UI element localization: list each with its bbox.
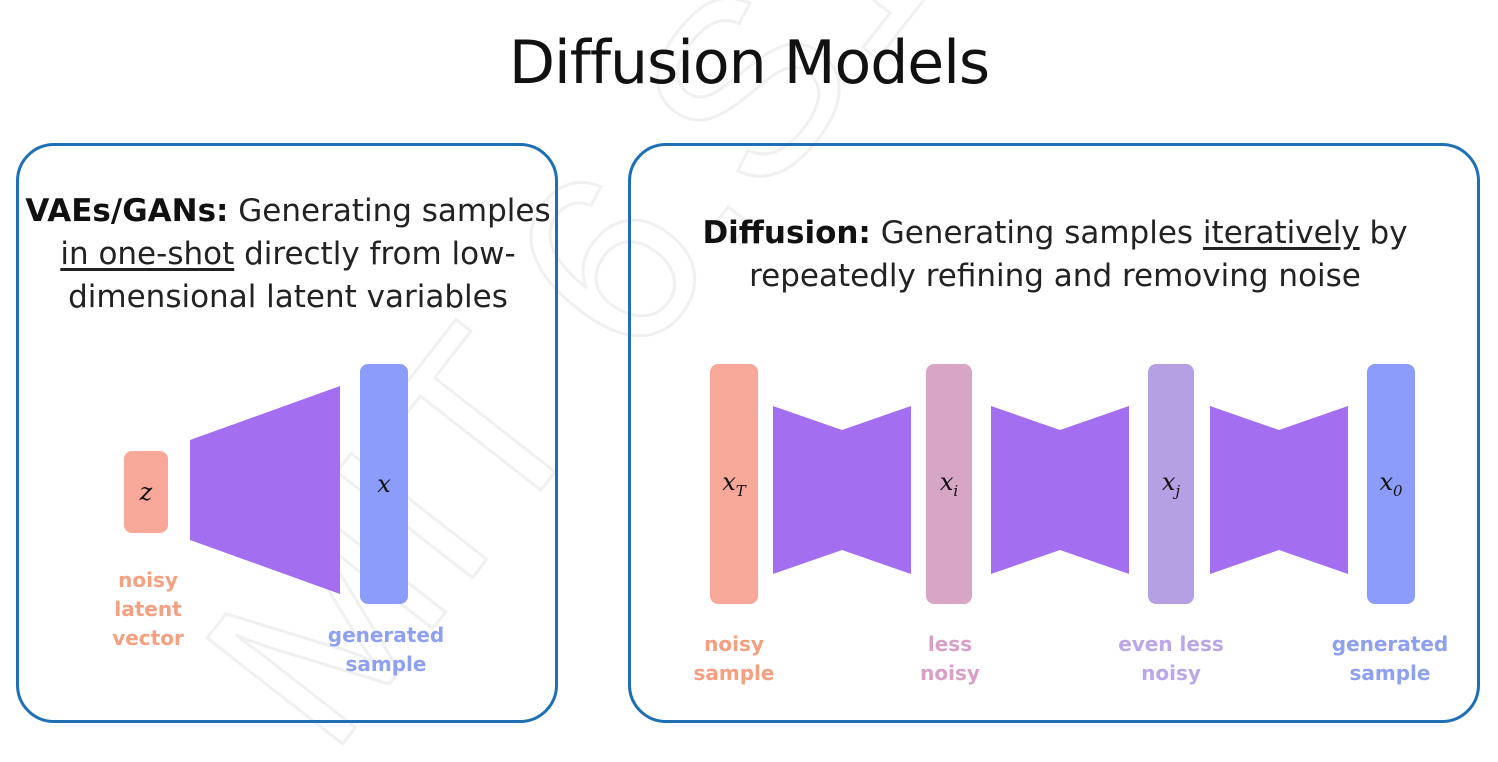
- diffusion-heading: Diffusion:: [702, 215, 871, 251]
- stage-caption-generated: generated sample: [1331, 632, 1449, 685]
- stage-block-noisy: xT: [710, 364, 758, 604]
- stage-block-less-noisy: xi: [926, 364, 972, 604]
- stage-block-generated: x0: [1367, 364, 1415, 604]
- stage-symbol: x0: [1379, 468, 1403, 500]
- vae-gan-heading: VAEs/GANs:: [25, 193, 229, 229]
- diffusion-panel: [628, 143, 1480, 723]
- denoise-network-3: [1210, 406, 1348, 574]
- vae-gan-underlined: in one-shot: [60, 236, 235, 272]
- vae-gan-text-1: Generating samples: [228, 193, 551, 229]
- latent-caption: noisy latent vector: [80, 566, 216, 653]
- diffusion-underlined: iteratively: [1202, 215, 1360, 251]
- stage-symbol: xT: [722, 468, 746, 500]
- generated-caption-line2: sample: [345, 652, 427, 676]
- latent-symbol: z: [139, 478, 153, 506]
- denoise-network-1: [773, 406, 911, 574]
- stage-caption-even-less-noisy: even less noisy: [1118, 632, 1224, 685]
- output-symbol: x: [377, 470, 391, 498]
- latent-caption-line1: noisy: [118, 568, 178, 592]
- page-title: Diffusion Models: [508, 28, 990, 98]
- stage-caption-noisy: noisy sample: [693, 632, 775, 685]
- diffusion-description: Diffusion: Generating samples iterativel…: [640, 212, 1470, 298]
- generator-network: [190, 386, 340, 594]
- latent-caption-line2: latent vector: [112, 597, 184, 650]
- vae-gan-panel: [16, 143, 558, 723]
- latent-vector-block: z: [124, 451, 168, 533]
- stage-symbol: xi: [939, 468, 959, 500]
- stage-caption-less-noisy: less noisy: [920, 632, 980, 685]
- vae-gan-description: VAEs/GANs: Generating samples in one-sho…: [20, 190, 556, 319]
- denoise-network-2: [991, 406, 1129, 574]
- stage-block-even-less-noisy: xj: [1148, 364, 1194, 604]
- vae-gan-text-2: directly from low-: [234, 236, 516, 272]
- diffusion-text-2: by: [1359, 215, 1408, 251]
- diffusion-text-1: Generating samples: [870, 215, 1203, 251]
- generated-sample-block: x: [360, 364, 408, 604]
- stage-symbol: xj: [1161, 468, 1181, 500]
- diffusion-text-3: repeatedly refining and removing noise: [749, 258, 1361, 294]
- vae-gan-text-3: dimensional latent variables: [68, 279, 508, 315]
- generated-caption: generated sample: [318, 621, 454, 679]
- generated-caption-line1: generated: [327, 623, 445, 647]
